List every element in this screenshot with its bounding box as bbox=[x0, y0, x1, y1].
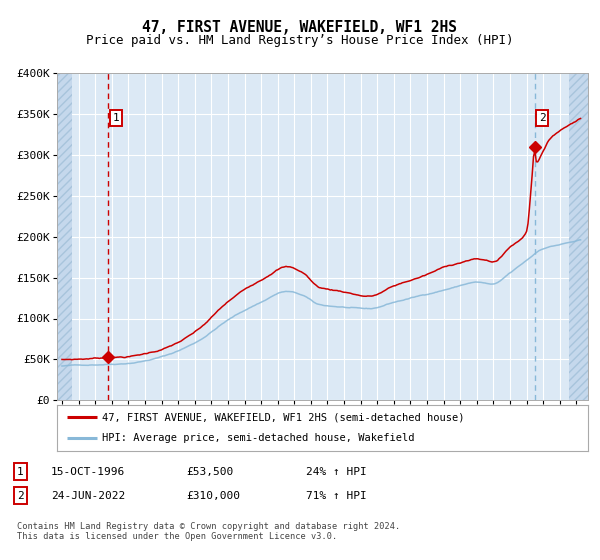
Text: 47, FIRST AVENUE, WAKEFIELD, WF1 2HS (semi-detached house): 47, FIRST AVENUE, WAKEFIELD, WF1 2HS (se… bbox=[102, 412, 464, 422]
Text: 15-OCT-1996: 15-OCT-1996 bbox=[51, 466, 125, 477]
Text: 2: 2 bbox=[17, 491, 23, 501]
Text: 1: 1 bbox=[112, 113, 119, 123]
Text: 24% ↑ HPI: 24% ↑ HPI bbox=[306, 466, 367, 477]
Text: £53,500: £53,500 bbox=[186, 466, 233, 477]
Polygon shape bbox=[569, 73, 588, 400]
Polygon shape bbox=[57, 73, 71, 400]
Text: 47, FIRST AVENUE, WAKEFIELD, WF1 2HS: 47, FIRST AVENUE, WAKEFIELD, WF1 2HS bbox=[143, 20, 458, 35]
Text: HPI: Average price, semi-detached house, Wakefield: HPI: Average price, semi-detached house,… bbox=[102, 433, 415, 444]
Text: 24-JUN-2022: 24-JUN-2022 bbox=[51, 491, 125, 501]
Text: 1: 1 bbox=[17, 466, 23, 477]
Text: £310,000: £310,000 bbox=[186, 491, 240, 501]
Text: 71% ↑ HPI: 71% ↑ HPI bbox=[306, 491, 367, 501]
Text: Contains HM Land Registry data © Crown copyright and database right 2024.
This d: Contains HM Land Registry data © Crown c… bbox=[17, 522, 400, 542]
Text: Price paid vs. HM Land Registry’s House Price Index (HPI): Price paid vs. HM Land Registry’s House … bbox=[86, 34, 514, 46]
Text: 2: 2 bbox=[539, 113, 545, 123]
